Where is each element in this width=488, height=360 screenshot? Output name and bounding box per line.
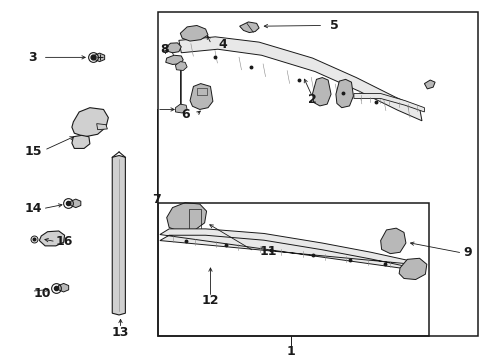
Text: 5: 5 [329,19,338,32]
Polygon shape [353,94,424,112]
Circle shape [388,242,397,248]
Bar [158,12,477,336]
Text: 12: 12 [202,294,219,307]
Circle shape [47,235,57,242]
Text: 11: 11 [259,245,276,258]
Circle shape [81,117,95,127]
Polygon shape [39,231,64,246]
Text: 7: 7 [152,193,161,206]
Circle shape [340,84,348,90]
Circle shape [408,263,418,270]
Polygon shape [72,135,90,148]
Text: 10: 10 [34,287,51,300]
Polygon shape [59,283,68,292]
Text: 1: 1 [286,345,294,357]
Polygon shape [175,104,187,113]
Polygon shape [160,229,424,271]
Polygon shape [175,62,187,71]
Polygon shape [165,43,181,53]
Polygon shape [380,228,405,254]
Circle shape [340,95,348,100]
Circle shape [196,86,207,95]
Bar [158,203,428,336]
Text: 3: 3 [29,51,37,64]
Text: 4: 4 [218,38,226,51]
Text: 15: 15 [24,145,41,158]
Polygon shape [179,37,421,121]
Polygon shape [180,26,207,41]
Circle shape [177,208,189,217]
Text: 8: 8 [160,44,168,57]
Text: 16: 16 [56,235,73,248]
Polygon shape [97,123,107,130]
Circle shape [316,82,325,89]
Text: 2: 2 [307,93,316,107]
Circle shape [178,219,188,227]
Polygon shape [190,84,212,109]
Polygon shape [312,77,330,106]
Polygon shape [165,55,183,64]
Polygon shape [398,258,426,279]
Polygon shape [71,199,81,208]
Circle shape [408,271,417,278]
Circle shape [387,233,397,239]
Text: 13: 13 [112,326,129,339]
Polygon shape [424,80,434,89]
Polygon shape [335,79,353,108]
Text: 14: 14 [24,202,41,215]
Circle shape [197,97,206,104]
Text: 6: 6 [181,108,189,121]
Polygon shape [72,108,108,137]
Circle shape [316,92,325,99]
Polygon shape [166,203,206,232]
Polygon shape [112,156,125,315]
Polygon shape [94,53,104,62]
Text: 9: 9 [463,247,471,260]
Polygon shape [239,22,259,32]
